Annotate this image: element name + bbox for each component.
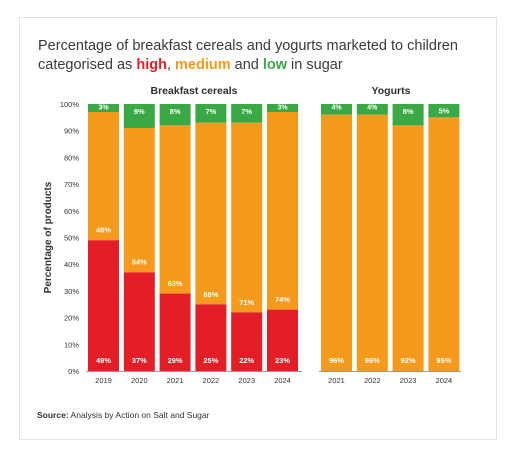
data-label-low: 4%: [331, 105, 342, 112]
bar-medium-2021: [321, 114, 352, 372]
bar-medium-2024: [267, 112, 298, 310]
data-label-low: 8%: [403, 107, 414, 116]
data-label-low: 9%: [134, 107, 145, 116]
bar-low-2023: [392, 104, 424, 126]
bar-medium-2019: [88, 112, 119, 241]
data-label-low: 7%: [205, 107, 216, 116]
title-prefix: Percentage of breakfast cereals and yogu…: [38, 38, 458, 73]
data-label-medium: 63%: [168, 279, 183, 288]
x-tick-label: 2021: [167, 376, 184, 385]
y-tick-label: 100%: [60, 100, 80, 109]
data-label-low: 8%: [170, 107, 181, 116]
y-tick-label: 80%: [64, 153, 79, 162]
x-tick-label: 2023: [400, 376, 417, 385]
data-label-low: 3%: [98, 105, 109, 112]
title-low-keyword: low: [262, 57, 288, 73]
bar-low-2023: [231, 104, 263, 123]
data-label-medium: 92%: [401, 356, 416, 365]
bar-medium-2023: [231, 122, 263, 313]
data-label-medium: 96%: [365, 356, 380, 365]
source-text: Analysis by Action on Salt and Sugar: [68, 410, 210, 420]
title-medium-keyword: medium: [175, 57, 231, 73]
bar-high-2020: [123, 272, 155, 371]
bar-medium-2022: [356, 114, 388, 372]
bar-high-2023: [231, 312, 263, 371]
source-note: Source: Analysis by Action on Salt and S…: [37, 410, 209, 420]
data-label-medium: 74%: [275, 295, 290, 304]
data-label-medium: 95%: [436, 356, 451, 365]
data-label-low: 5%: [438, 107, 449, 116]
y-tick-label: 60%: [64, 207, 79, 216]
corner-mark: [496, 0, 502, 4]
bar-high-2024: [267, 309, 298, 371]
bar-low-2021: [321, 104, 352, 115]
y-tick-label: 70%: [64, 180, 79, 189]
x-tick-label: 2020: [131, 376, 148, 385]
y-tick-label: 0%: [68, 367, 79, 376]
data-label-medium: 54%: [132, 258, 147, 267]
data-label-low: 3%: [277, 105, 288, 112]
source-label: Source:: [37, 410, 69, 420]
bar-low-2021: [159, 104, 191, 126]
bar-medium-2021: [159, 125, 191, 294]
title-suffix: in sugar: [287, 57, 343, 73]
data-label-high: 22%: [239, 356, 254, 365]
x-tick-label: 2023: [238, 376, 255, 385]
data-label-high: 37%: [132, 356, 147, 365]
bar-medium-2023: [392, 125, 424, 371]
x-tick-label: 2019: [95, 376, 112, 385]
data-label-high: 23%: [275, 356, 290, 365]
data-label-medium: 96%: [329, 356, 344, 365]
bar-high-2021: [159, 293, 191, 371]
y-tick-label: 90%: [64, 127, 79, 136]
data-label-low: 4%: [367, 105, 378, 112]
data-label-medium: 71%: [239, 298, 254, 307]
bar-low-2022: [195, 104, 227, 123]
data-label-high: 25%: [203, 356, 218, 365]
bar-high-2022: [195, 304, 227, 371]
y-axis-label: Percentage of products: [43, 181, 54, 293]
title-separator: ,: [166, 57, 176, 73]
bar-medium-2024: [428, 117, 460, 371]
bar-medium-2022: [195, 122, 227, 305]
data-label-medium: 48%: [96, 226, 111, 235]
bar-low-2022: [356, 104, 388, 115]
y-tick-label: 50%: [64, 234, 79, 243]
data-label-high: 49%: [96, 356, 111, 365]
x-tick-label: 2022: [203, 376, 220, 385]
bar-low-2024: [267, 104, 298, 113]
bar-low-2019: [88, 104, 119, 113]
data-label-high: 29%: [168, 356, 183, 365]
data-label-medium: 68%: [203, 290, 218, 299]
y-tick-label: 20%: [64, 314, 79, 323]
bar-low-2024: [428, 104, 460, 118]
y-tick-label: 10%: [64, 340, 79, 349]
title-and: and: [230, 57, 263, 73]
data-label-low: 7%: [241, 107, 252, 116]
x-tick-label: 2021: [328, 376, 345, 385]
y-tick-label: 30%: [64, 287, 79, 296]
bar-medium-2020: [123, 128, 155, 273]
panel-title: Breakfast cereals: [151, 85, 238, 97]
x-tick-label: 2022: [364, 376, 381, 385]
bar-high-2019: [88, 240, 119, 371]
x-tick-label: 2024: [274, 376, 291, 385]
x-tick-label: 2024: [436, 376, 453, 385]
y-tick-label: 40%: [64, 260, 79, 269]
title-high-keyword: high: [136, 57, 167, 73]
chart-title: Percentage of breakfast cereals and yogu…: [38, 37, 488, 75]
bar-low-2020: [123, 104, 155, 129]
panel-title: Yogurts: [372, 85, 411, 97]
